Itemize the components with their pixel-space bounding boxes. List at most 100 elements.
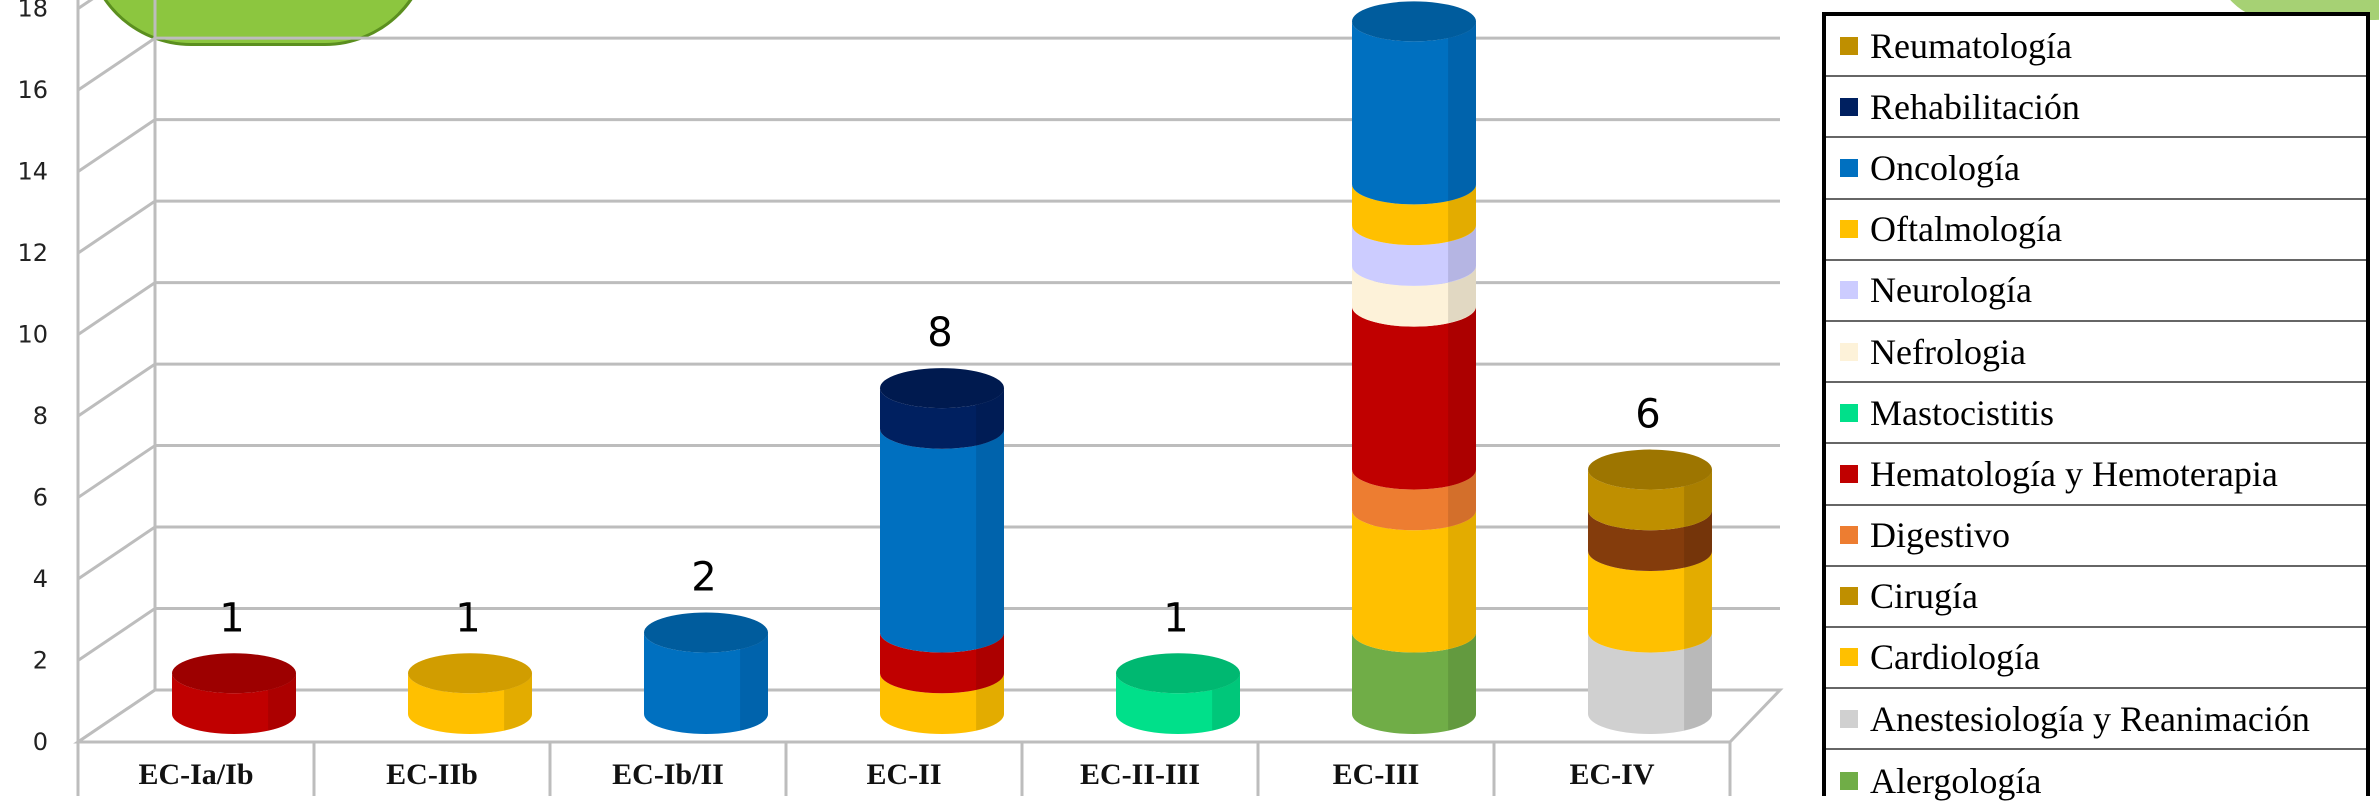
legend-item: Mastocistitis [1826,383,2366,445]
category-label: EC-II-III [1080,758,1200,791]
category-label: EC-II [866,758,941,791]
bar-segment [172,673,296,734]
legend-label: Mastocistitis [1870,392,2055,433]
legend-label: Oftalmología [1870,209,2062,250]
legend-label: Neurología [1870,270,2032,311]
grid-diagonal [77,118,156,173]
legend-swatch [1840,342,1858,361]
legend-swatch [1840,97,1858,116]
total-label: 2 [691,555,716,601]
grid-diagonal [77,444,156,499]
total-label: 6 [1635,392,1660,438]
category-label: EC-III [1333,758,1420,791]
category-label: EC-IIb [386,758,478,791]
grid-diagonal [77,362,156,418]
bar-segment [1116,673,1240,734]
bar-segment-shade [976,428,1004,649]
y-tick-label: 16 [17,76,48,104]
bar-top-cap [1116,653,1240,694]
bar-segment [408,673,532,734]
y-tick-label: 2 [33,647,48,675]
total-label: 1 [455,595,480,641]
bar-top-cap [1352,1,1476,42]
legend-label: Anestesiología y Reanimación [1870,698,2310,739]
y-tick-label: 18 [17,0,48,23]
bar-top-cap [172,653,296,694]
total-label: 1 [1163,595,1188,641]
y-tick-label: 12 [17,239,48,267]
bar-top-cap [1588,449,1712,490]
bar-segment [880,632,1004,694]
legend-swatch [1840,158,1858,177]
legend-item: Cardiología [1826,628,2366,690]
bar-segment [1352,510,1476,653]
bar-segment [1352,21,1476,205]
legend-swatch [1840,587,1858,606]
legend-item: Neurología [1826,261,2366,322]
legend-label: Cirugía [1870,576,1978,617]
legend-item: Anestesiología y Reanimación [1826,689,2366,751]
bar-segment-shade [1684,632,1712,731]
legend-item: Oftalmología [1826,200,2366,261]
legend-label: Rehabilitación [1870,86,2080,127]
bar-segment-shade [1448,510,1476,649]
bar-segment [1588,469,1712,531]
legend-item: Alergología [1826,750,2366,811]
legend-swatch [1840,648,1858,667]
legend-item: Cirugía [1826,567,2366,628]
legend-item: Rehabilitación [1826,77,2366,139]
legend-item: Reumatología [1826,16,2366,78]
legend-item: Digestivo [1826,506,2366,567]
bar-top-cap [644,612,768,653]
category-label: EC-Ia/Ib [138,758,253,791]
bar-segment [1352,306,1476,490]
legend-label: Digestivo [1870,515,2010,556]
bar-segment [1588,510,1712,572]
legend-swatch [1840,403,1858,422]
legend-swatch [1840,36,1858,55]
legend-item: Hematología y Hemoterapia [1826,444,2366,506]
chart-legend: Reumatología Rehabilitación Oncología Oftal… [1822,12,2370,801]
bar-segment-shade [1684,551,1712,649]
legend-item: Nefrologia [1826,322,2366,384]
bar-segment-shade [1448,632,1476,731]
legend-swatch [1840,220,1858,239]
legend-label: Hematología y Hemoterapia [1870,453,2278,494]
grid-diagonal [77,607,156,662]
bar-segment-shade [1448,306,1476,486]
legend-item: Oncología [1826,138,2366,200]
bar-segment [880,428,1004,653]
y-tick-label: 4 [33,565,48,593]
bar-segment [1588,632,1712,734]
legend-swatch [1840,526,1858,545]
y-tick-label: 10 [17,321,48,349]
legend-swatch [1840,464,1858,483]
y-tick-label: 14 [17,158,48,186]
chart-area: 024681012141618201EC-Ia/Ib1EC-IIb2EC-Ib/… [17,0,1784,796]
legend-label: Cardiología [1870,637,2040,678]
bar-segment [1352,225,1476,286]
bar-segment [644,632,768,734]
legend-label: Nefrologia [1870,331,2026,372]
bar-segment [1352,632,1476,734]
bar-segment [1352,184,1476,246]
bar-segment-shade [1448,21,1476,201]
legend-label: Alergología [1870,760,2042,801]
grid-diagonal [77,281,156,336]
bar-segment-shade [740,632,768,731]
grid-diagonal [77,199,156,255]
bar-segment [1352,265,1476,327]
total-label: 8 [927,310,952,356]
legend-swatch [1840,771,1858,790]
grid-diagonal [77,0,94,10]
legend-swatch [1840,281,1858,300]
legend-label: Reumatología [1870,25,2072,66]
bar-segment [880,388,1004,449]
y-tick-label: 8 [33,402,48,430]
bar-segment [880,673,1004,734]
y-tick-label: 0 [33,728,48,756]
bar-segment [1588,551,1712,653]
bar-segment [1352,469,1476,531]
category-label: EC-Ib/II [612,758,724,791]
grid-diagonal [77,36,156,92]
